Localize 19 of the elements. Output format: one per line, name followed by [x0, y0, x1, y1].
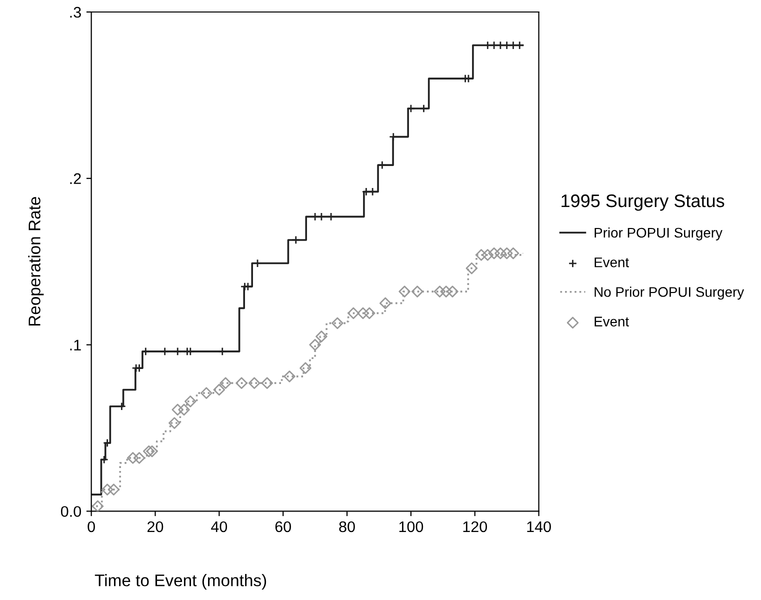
x-tick-label: 140 — [527, 521, 551, 532]
legend-label: Event — [594, 258, 629, 268]
x-tick-label: 0 — [88, 521, 95, 532]
y-tick-label: .3 — [70, 6, 81, 18]
legend-label: No Prior POPUI Surgery — [594, 286, 744, 300]
x-tick-label: 100 — [399, 521, 424, 532]
y-axis-title: Reoperation Rate — [28, 197, 44, 326]
x-tick-label: 40 — [211, 521, 228, 532]
x-tick-label: 20 — [148, 521, 164, 532]
x-tick-label: 80 — [339, 521, 355, 532]
y-tick-label: 0.0 — [60, 506, 81, 517]
x-axis-title: Time to Event (months) — [94, 574, 266, 590]
legend-label: Event — [594, 316, 629, 326]
x-tick-label: 120 — [463, 521, 488, 532]
legend-title: 1995 Surgery Status — [562, 194, 724, 211]
y-tick-label: .1 — [70, 340, 81, 350]
x-tick-label: 60 — [275, 521, 291, 532]
y-tick-label: .2 — [70, 173, 81, 184]
legend-label: Prior POPUI Surgery — [594, 227, 722, 240]
